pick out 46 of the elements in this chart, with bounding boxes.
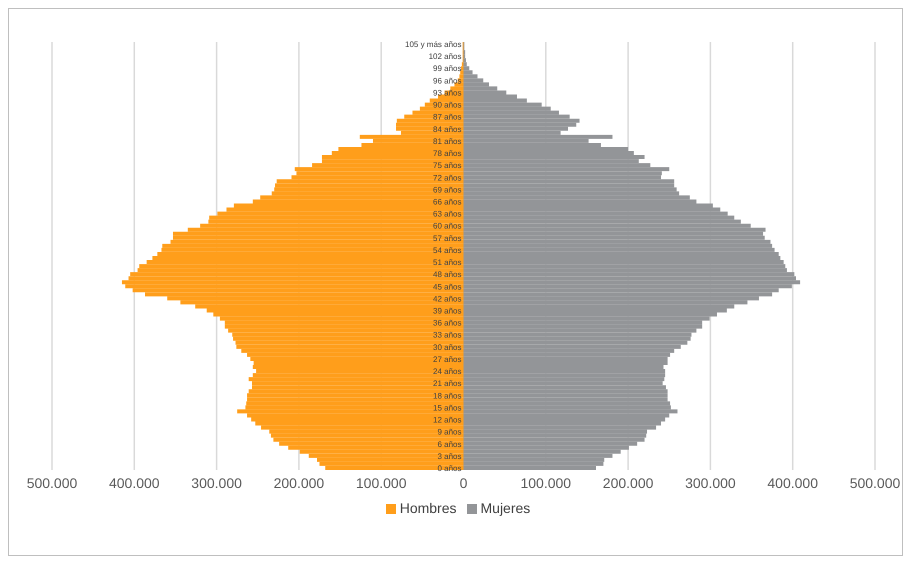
y-tick-label: 57 años [433,234,462,243]
y-tick-label: 84 años [433,124,462,134]
x-tick-label: 100.000 [520,474,572,491]
y-tick-label: 75 años [433,161,462,170]
y-tick-label: 12 años [433,416,462,425]
y-tick-label: 18 años [433,391,462,400]
legend-label: Mujeres [480,500,530,516]
y-tick-label: 42 años [433,294,462,304]
y-tick-label: 72 años [433,173,462,182]
x-tick-label: 300.000 [685,474,736,491]
legend-label: Hombres [400,500,456,516]
y-tick-label: 102 años [428,52,462,62]
y-tick-label: 15 años [433,403,462,412]
x-tick-label: 200.000 [274,474,324,491]
x-tick-label: 500.000 [850,474,901,491]
y-tick-label: 6 años [437,440,462,449]
x-tick-label: 400.000 [108,474,160,491]
y-tick-label: 9 años [437,428,462,437]
y-tick-label: 51 años [433,258,462,268]
y-tick-label: 69 años [433,185,462,194]
y-tick-label: 87 años [433,112,462,122]
y-tick-label: 78 años [433,149,462,158]
y-tick-label: 33 años [433,330,462,340]
y-tick-label: 60 años [433,222,462,231]
y-tick-label: 21 años [433,379,462,388]
y-tick-label: 30 años [433,342,462,352]
y-tick-label: 39 años [433,306,462,316]
x-tick-label: 500.000 [26,474,78,491]
y-tick-label: 27 años [433,354,462,364]
y-tick-label: 24 años [433,367,462,376]
y-tick-label: 36 años [433,318,462,328]
y-tick-label: 3 años [437,452,462,461]
y-tick-label: 66 años [433,197,462,206]
y-tick-label: 93 años [433,88,462,98]
y-tick-label: 48 años [433,270,462,280]
y-tick-label: 54 años [433,246,462,255]
x-tick-label: 200.000 [602,474,654,491]
y-tick-label: 63 años [433,210,462,219]
x-tick-label: 0 [460,474,468,491]
y-tick-label: 81 años [433,136,462,146]
x-tick-label: 400.000 [767,474,818,491]
x-tick-label: 100.000 [356,474,407,491]
x-tick-label: 300.000 [191,474,242,491]
y-tick-label: 90 años [433,100,462,110]
y-tick-label: 45 años [433,282,462,292]
y-tick-label: 105 y más años [405,40,462,50]
